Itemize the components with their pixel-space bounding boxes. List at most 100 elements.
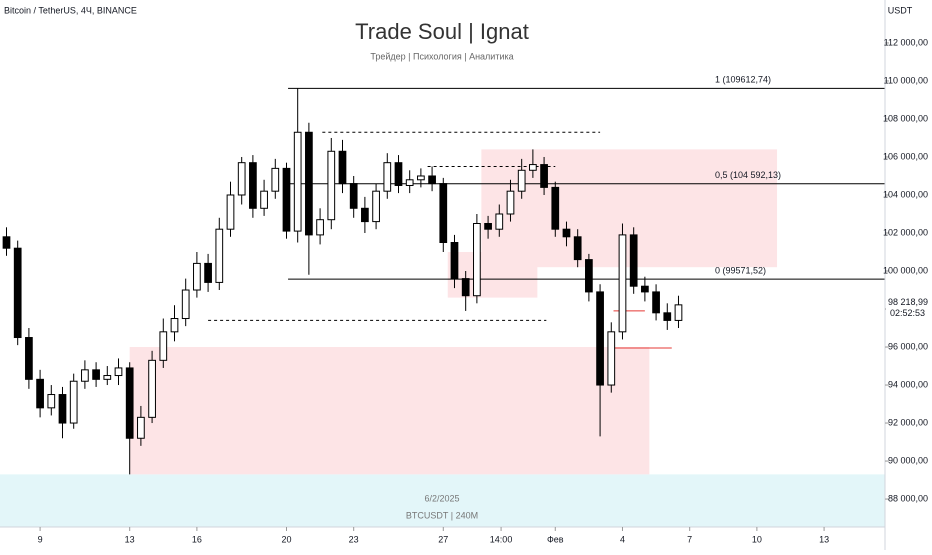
candle-body <box>170 318 179 333</box>
candle-body <box>47 394 56 409</box>
candle-body <box>215 228 224 283</box>
y-tick-label: 100 000,00 <box>883 265 928 275</box>
candle-body <box>293 131 302 232</box>
candle-body <box>181 289 190 320</box>
candle-body <box>461 278 470 297</box>
candle-body <box>394 162 403 186</box>
watermark: 6/2/2025 <box>424 493 459 503</box>
y-tick-label: 106 000,00 <box>883 151 928 161</box>
level-label: 1 (109612,74) <box>715 75 771 85</box>
symbol-label: Bitcoin / TetherUS, 4Ч, BINANCE <box>4 5 137 15</box>
candle-body <box>372 190 380 223</box>
x-tick-label: 7 <box>687 534 692 544</box>
candle-body <box>383 162 392 192</box>
y-tick-label: 110 000,00 <box>884 75 928 85</box>
candle-body <box>506 190 515 215</box>
x-tick-label: 10 <box>752 534 762 544</box>
candle-body <box>58 394 67 424</box>
y-tick-label: 88 000,00 <box>888 493 928 503</box>
candle-body <box>103 375 112 380</box>
candle-body <box>237 162 246 196</box>
x-tick-label: 9 <box>38 534 43 544</box>
candle-body <box>25 337 33 380</box>
x-tick-label: Фев <box>547 534 564 544</box>
candle-body <box>13 247 22 339</box>
level-label: 0,5 (104 592,13) <box>715 170 781 180</box>
candle-body <box>193 262 201 291</box>
candle-body <box>260 190 268 209</box>
zone <box>447 252 538 298</box>
highlight-band <box>0 474 885 527</box>
axis-unit: USDT <box>888 5 913 15</box>
candle-body <box>282 167 291 232</box>
zone <box>481 149 778 268</box>
x-tick-label: 13 <box>819 534 829 544</box>
candle-body <box>81 369 89 382</box>
chart-title: Trade Soul | Ignat <box>355 19 529 44</box>
candle-body <box>562 228 571 238</box>
x-tick-label: 4 <box>620 534 625 544</box>
candle-body <box>517 169 526 192</box>
countdown: 02:52:53 <box>890 308 925 318</box>
candle-body <box>204 262 212 283</box>
candle-body <box>495 213 504 230</box>
candle-body <box>327 150 336 221</box>
y-tick-label: 94 000,00 <box>888 379 928 389</box>
candle-body <box>92 369 100 380</box>
candle-body <box>125 367 134 439</box>
y-tick-label: 102 000,00 <box>883 227 928 237</box>
candle-body <box>473 222 481 297</box>
candle-body <box>69 380 78 424</box>
candle-body <box>529 164 537 171</box>
candle-body <box>585 259 593 293</box>
candle-body <box>316 219 324 236</box>
candle-body <box>226 194 235 230</box>
candle-body <box>428 175 436 185</box>
candle-body <box>450 241 459 280</box>
candle-body <box>596 291 604 386</box>
candle-body <box>305 131 313 236</box>
y-tick-label: 112 000,00 <box>884 37 928 47</box>
last-price-tag <box>886 296 932 323</box>
candle-body <box>663 312 672 321</box>
candle-body <box>439 183 448 243</box>
candle-body <box>36 378 44 409</box>
candle-body <box>148 359 156 418</box>
candle-body <box>361 207 369 223</box>
candle-body <box>271 167 280 192</box>
y-tick-label: 104 000,00 <box>883 189 928 199</box>
zone <box>129 347 650 475</box>
candle-body <box>338 150 347 185</box>
overlays: 1 (109612,74) 0,5 (104 592,13) 0 (99571,52… <box>0 75 885 527</box>
candle-body <box>137 416 145 439</box>
subtitle: Трейдер | Психология | Аналитика <box>370 51 513 61</box>
candle-body <box>629 234 638 287</box>
candle-body <box>652 291 660 314</box>
y-tick-label: 96 000,00 <box>888 341 928 351</box>
watermark: BTCUSDT | 240M <box>406 510 478 520</box>
candle-body <box>573 236 582 261</box>
candle-body <box>618 234 627 333</box>
candle-body <box>2 236 11 249</box>
x-tick-label: 23 <box>349 534 359 544</box>
candle-body <box>607 331 616 386</box>
y-tick-label: 108 000,00 <box>883 113 928 123</box>
candle-body <box>484 222 492 230</box>
candle-body <box>159 331 168 361</box>
candle-body <box>405 179 414 186</box>
candle-body <box>417 175 425 181</box>
candle-body <box>114 367 123 377</box>
x-tick-label: 16 <box>192 534 202 544</box>
level-label: 0 (99571,52) <box>715 266 766 276</box>
x-tick-label: 14:00 <box>490 534 513 544</box>
candle-body <box>551 186 560 230</box>
candle-body <box>641 285 649 293</box>
candle-body <box>674 304 683 321</box>
y-tick-label: 90 000,00 <box>888 455 928 465</box>
last-price-label: 98 218,99 <box>888 297 928 307</box>
x-tick-label: 20 <box>281 534 291 544</box>
x-tick-label: 27 <box>438 534 448 544</box>
x-tick-label: 13 <box>125 534 135 544</box>
candle-body <box>249 162 257 209</box>
